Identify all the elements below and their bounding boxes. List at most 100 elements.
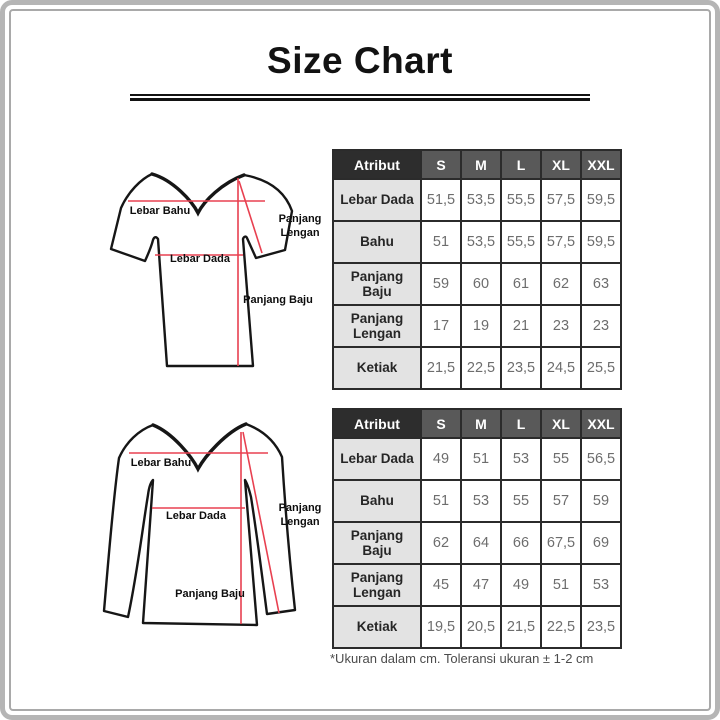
size-value-cell: 67,5 bbox=[540, 521, 582, 565]
size-value-cell: 22,5 bbox=[460, 346, 502, 390]
size-value-cell: 53,5 bbox=[460, 220, 502, 264]
size-value-cell: 62 bbox=[420, 521, 462, 565]
size-value-cell: 23,5 bbox=[500, 346, 542, 390]
size-value-cell: 23 bbox=[580, 304, 622, 348]
size-value-cell: 53 bbox=[580, 563, 622, 607]
divider-thick-line bbox=[130, 98, 590, 101]
size-table-short-sleeve: Atribut S M L XL XXL Lebar Dada 51,5 53,5 55,5 57,… bbox=[332, 149, 622, 390]
size-value-cell: 55,5 bbox=[500, 220, 542, 264]
shirt-neckline bbox=[151, 422, 248, 473]
table-row: Bahu 51 53,5 55,5 57,5 59,5 bbox=[332, 220, 622, 264]
row-label: Panjang Baju bbox=[332, 521, 422, 565]
row-label: Bahu bbox=[332, 479, 422, 523]
panjang-lengan-label-line2: Lengan bbox=[280, 516, 319, 528]
size-column-header: M bbox=[460, 408, 502, 439]
row-label: Ketiak bbox=[332, 346, 422, 390]
lebar-bahu-label: Lebar Bahu bbox=[131, 457, 192, 469]
size-value-cell: 59,5 bbox=[580, 220, 622, 264]
size-value-cell: 57 bbox=[540, 479, 582, 523]
size-column-header: M bbox=[460, 149, 502, 180]
size-column-header: L bbox=[500, 408, 542, 439]
size-value-cell: 62 bbox=[540, 262, 582, 306]
size-column-header: XXL bbox=[580, 408, 622, 439]
size-column-header: XXL bbox=[580, 149, 622, 180]
size-value-cell: 55 bbox=[500, 479, 542, 523]
size-value-cell: 51 bbox=[420, 479, 462, 523]
panjang-baju-label: Panjang Baju bbox=[175, 588, 245, 600]
panjang-baju-label: Panjang Baju bbox=[243, 294, 313, 306]
size-value-cell: 61 bbox=[500, 262, 542, 306]
row-label: Panjang Baju bbox=[332, 262, 422, 306]
table-row: Lebar Dada 51,5 53,5 55,5 57,5 59,5 bbox=[332, 178, 622, 222]
short-sleeve-shirt-diagram: Lebar Bahu Lebar Dada Panjang Lengan Pan… bbox=[109, 172, 322, 368]
size-column-header: S bbox=[420, 149, 462, 180]
shirt-outline bbox=[109, 172, 294, 368]
panjang-lengan-label-line2: Lengan bbox=[280, 227, 319, 239]
page-title: Size Chart bbox=[267, 40, 453, 81]
size-value-cell: 59 bbox=[420, 262, 462, 306]
size-column-header: XL bbox=[540, 149, 582, 180]
size-value-cell: 25,5 bbox=[580, 346, 622, 390]
size-value-cell: 53 bbox=[500, 437, 542, 481]
size-column-header: L bbox=[500, 149, 542, 180]
shirt-neckline bbox=[150, 172, 246, 217]
size-value-cell: 21 bbox=[500, 304, 542, 348]
table-row: Ketiak 19,5 20,5 21,5 22,5 23,5 bbox=[332, 605, 622, 649]
size-column-header: XL bbox=[540, 408, 582, 439]
size-value-cell: 21,5 bbox=[500, 605, 542, 649]
size-value-cell: 64 bbox=[460, 521, 502, 565]
lebar-bahu-label: Lebar Bahu bbox=[130, 205, 191, 217]
panjang-lengan-line bbox=[238, 180, 263, 254]
size-value-cell: 59,5 bbox=[580, 178, 622, 222]
size-value-cell: 55 bbox=[540, 437, 582, 481]
size-value-cell: 51 bbox=[540, 563, 582, 607]
size-value-cell: 45 bbox=[420, 563, 462, 607]
row-label: Lebar Dada bbox=[332, 437, 422, 481]
panjang-lengan-label-line1: Panjang bbox=[279, 502, 322, 514]
long-sleeve-shirt-diagram: Lebar Bahu Lebar Dada Panjang Lengan Pan… bbox=[102, 422, 322, 627]
row-label: Bahu bbox=[332, 220, 422, 264]
size-value-cell: 60 bbox=[460, 262, 502, 306]
size-value-cell: 19,5 bbox=[420, 605, 462, 649]
divider-thin-line bbox=[130, 94, 590, 96]
row-label: Lebar Dada bbox=[332, 178, 422, 222]
header-row: Atribut S M L XL XXL bbox=[332, 149, 622, 180]
lebar-dada-label: Lebar Dada bbox=[166, 510, 227, 522]
size-value-cell: 19 bbox=[460, 304, 502, 348]
size-value-cell: 51 bbox=[460, 437, 502, 481]
panjang-lengan-label-line1: Panjang bbox=[279, 213, 322, 225]
size-value-cell: 20,5 bbox=[460, 605, 502, 649]
size-value-cell: 66 bbox=[500, 521, 542, 565]
size-value-cell: 53 bbox=[460, 479, 502, 523]
table-row: Panjang Lengan 17 19 21 23 23 bbox=[332, 304, 622, 348]
size-value-cell: 57,5 bbox=[540, 178, 582, 222]
size-value-cell: 69 bbox=[580, 521, 622, 565]
header-row: Atribut S M L XL XXL bbox=[332, 408, 622, 439]
size-value-cell: 49 bbox=[420, 437, 462, 481]
table-row: Panjang Lengan 45 47 49 51 53 bbox=[332, 563, 622, 607]
row-label: Panjang Lengan bbox=[332, 563, 422, 607]
size-value-cell: 56,5 bbox=[580, 437, 622, 481]
size-value-cell: 63 bbox=[580, 262, 622, 306]
row-label: Panjang Lengan bbox=[332, 304, 422, 348]
size-value-cell: 51 bbox=[420, 220, 462, 264]
size-value-cell: 49 bbox=[500, 563, 542, 607]
panjang-lengan-line bbox=[242, 431, 280, 614]
size-value-cell: 22,5 bbox=[540, 605, 582, 649]
size-value-cell: 47 bbox=[460, 563, 502, 607]
size-value-cell: 17 bbox=[420, 304, 462, 348]
table-row: Panjang Baju 59 60 61 62 63 bbox=[332, 262, 622, 306]
size-value-cell: 59 bbox=[580, 479, 622, 523]
table-row: Ketiak 21,5 22,5 23,5 24,5 25,5 bbox=[332, 346, 622, 390]
attribute-column-header: Atribut bbox=[332, 408, 422, 439]
row-label: Ketiak bbox=[332, 605, 422, 649]
size-value-cell: 21,5 bbox=[420, 346, 462, 390]
table-row: Lebar Dada 49 51 53 55 56,5 bbox=[332, 437, 622, 481]
size-column-header: S bbox=[420, 408, 462, 439]
size-value-cell: 24,5 bbox=[540, 346, 582, 390]
lebar-dada-label: Lebar Dada bbox=[170, 253, 231, 265]
size-value-cell: 55,5 bbox=[500, 178, 542, 222]
size-value-cell: 53,5 bbox=[460, 178, 502, 222]
table-row: Bahu 51 53 55 57 59 bbox=[332, 479, 622, 523]
